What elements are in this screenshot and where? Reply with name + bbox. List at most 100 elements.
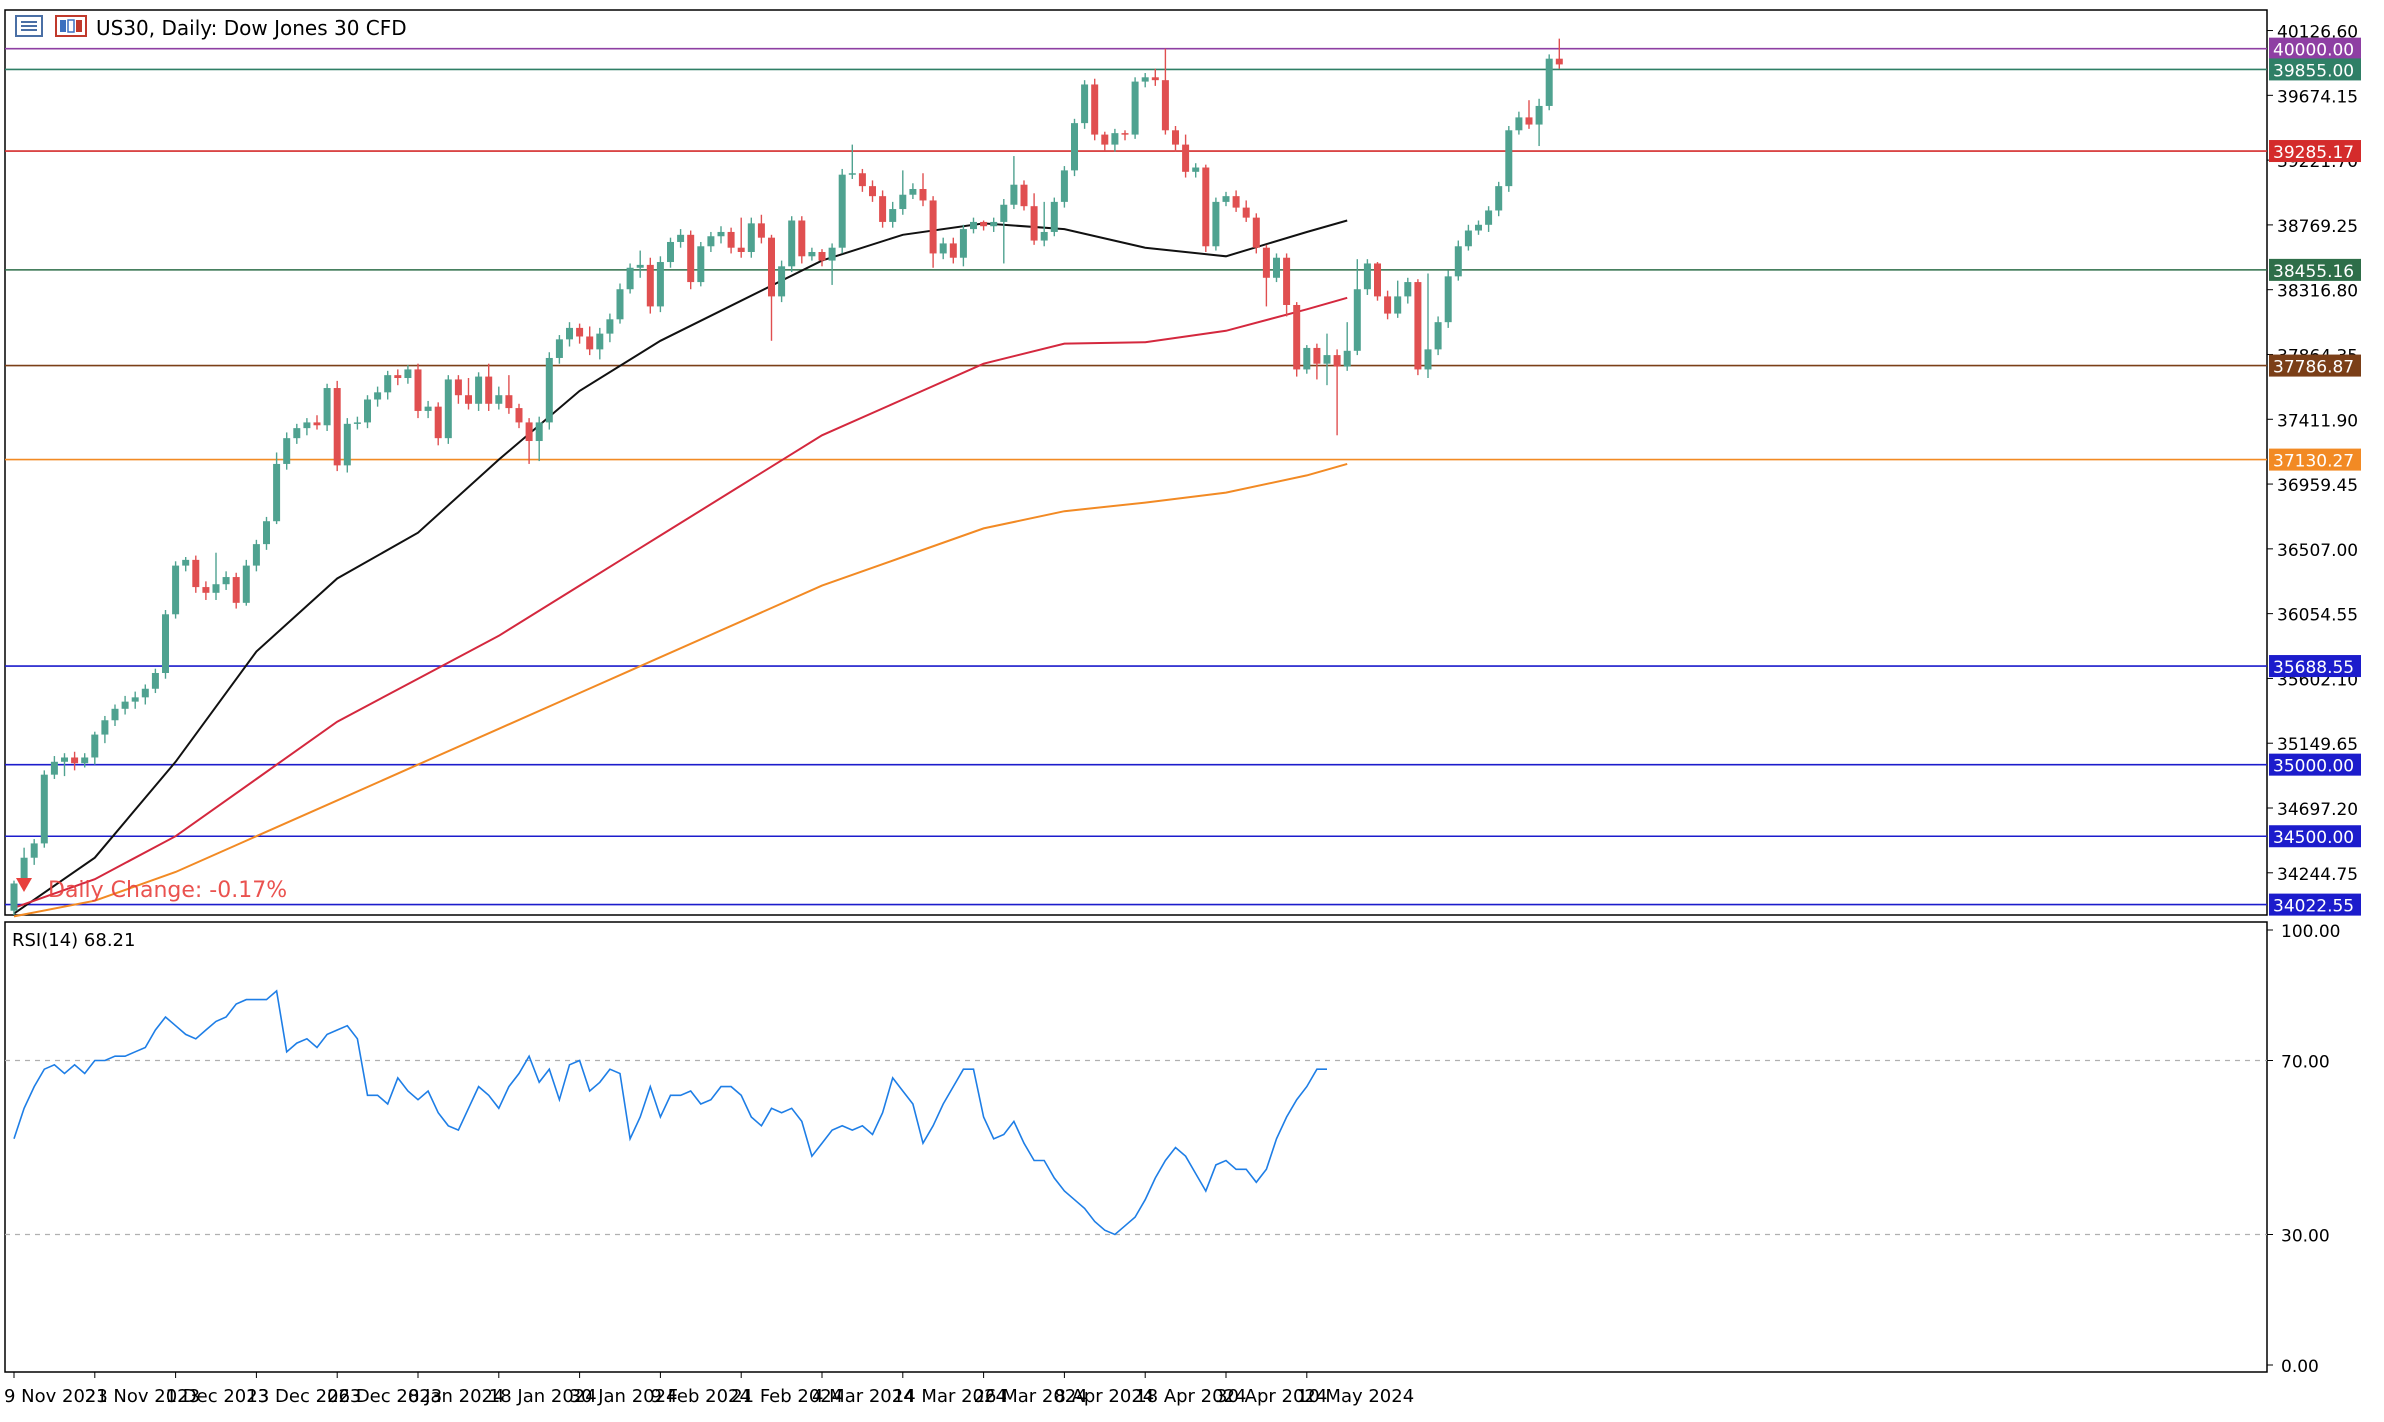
candle-body bbox=[1515, 117, 1523, 131]
level-label-bg-5 bbox=[2269, 448, 2361, 471]
candle-body bbox=[364, 399, 371, 423]
candle-body bbox=[162, 614, 169, 673]
candle bbox=[525, 418, 533, 464]
candle-body bbox=[303, 422, 311, 429]
candle-body bbox=[434, 406, 442, 439]
candle-body bbox=[1202, 167, 1210, 247]
candle-body bbox=[1151, 77, 1159, 81]
candle-body bbox=[273, 463, 281, 522]
candle-body bbox=[1505, 130, 1513, 187]
candle bbox=[959, 224, 967, 267]
level-label-0: 40000.00 bbox=[2273, 41, 2354, 61]
candle-body bbox=[293, 428, 301, 439]
price-tick-label-3: 38769.25 bbox=[2277, 217, 2358, 237]
candle bbox=[949, 237, 957, 264]
candle-body bbox=[1283, 257, 1291, 305]
candle-body bbox=[343, 423, 351, 466]
candle bbox=[1232, 190, 1240, 212]
candle bbox=[1101, 131, 1109, 151]
candle bbox=[1000, 199, 1008, 264]
candle-body bbox=[1323, 355, 1331, 364]
level-label-3: 38455.16 bbox=[2273, 262, 2354, 282]
candle-body bbox=[737, 247, 745, 253]
price-tick-label-11: 35149.65 bbox=[2277, 735, 2358, 755]
candle bbox=[1363, 259, 1371, 295]
candle bbox=[970, 217, 977, 234]
candle-body bbox=[677, 234, 685, 242]
candle bbox=[869, 180, 876, 202]
candle bbox=[717, 226, 725, 244]
candle-body bbox=[959, 229, 967, 258]
candle-body bbox=[1030, 206, 1038, 241]
candle bbox=[545, 352, 553, 430]
candle-body bbox=[81, 757, 89, 764]
candle-body bbox=[232, 577, 240, 603]
candle-body bbox=[1252, 217, 1260, 248]
candle bbox=[434, 402, 442, 446]
candle-body bbox=[990, 221, 998, 227]
candle bbox=[141, 684, 149, 705]
menu-icon[interactable] bbox=[15, 15, 43, 37]
symbol-icon[interactable] bbox=[55, 15, 87, 37]
candle bbox=[778, 260, 786, 303]
candle bbox=[151, 668, 159, 694]
candle bbox=[81, 753, 89, 768]
candle bbox=[1464, 224, 1472, 251]
candle-body bbox=[1000, 204, 1008, 222]
candle bbox=[1242, 200, 1250, 222]
level-label-bg-8 bbox=[2269, 825, 2361, 848]
moving-average-2 bbox=[13, 462, 1348, 918]
candle-body bbox=[465, 395, 472, 404]
level-label-5: 37130.27 bbox=[2273, 452, 2354, 472]
candle bbox=[444, 375, 452, 444]
candle bbox=[566, 322, 573, 347]
candle-body bbox=[424, 406, 432, 411]
candle bbox=[1323, 333, 1331, 386]
candle-body bbox=[263, 521, 270, 545]
candle-body bbox=[879, 196, 887, 222]
rsi-tick-label-2: 30.00 bbox=[2281, 1227, 2330, 1247]
candle-body bbox=[353, 422, 361, 424]
date-tick-label-6: 18 Jan 2024 bbox=[489, 1386, 597, 1407]
candle-body bbox=[899, 194, 907, 210]
price-panel[interactable]: 40126.6039674.1539221.7038769.2538316.80… bbox=[4, 9, 2361, 918]
price-tick-label-4: 38316.80 bbox=[2277, 282, 2358, 302]
candle bbox=[252, 539, 260, 572]
candle bbox=[71, 751, 79, 771]
candle-body bbox=[949, 243, 957, 258]
level-label-bg-7 bbox=[2269, 753, 2361, 776]
candle bbox=[687, 230, 695, 290]
candle-body bbox=[242, 565, 250, 603]
candle bbox=[1030, 193, 1038, 245]
level-label-9: 34022.55 bbox=[2273, 897, 2354, 917]
level-label-bg-0 bbox=[2269, 37, 2361, 60]
candle-body bbox=[1262, 247, 1270, 278]
candle bbox=[1283, 253, 1291, 317]
date-tick-label-11: 14 Mar 2024 bbox=[893, 1386, 1007, 1407]
candle bbox=[677, 229, 685, 248]
candle-body bbox=[525, 422, 533, 442]
date-tick-label-8: 9 Feb 2024 bbox=[650, 1386, 751, 1407]
candle-body bbox=[757, 223, 765, 238]
candle-body bbox=[545, 357, 553, 423]
candle-body bbox=[1071, 123, 1078, 171]
rsi-panel[interactable]: 100.00 70.00 30.00 0.00 RSI(14) 68.21 bbox=[4, 921, 2340, 1377]
rsi-tick-label-3: 0.00 bbox=[2281, 1357, 2319, 1377]
candle bbox=[353, 416, 361, 430]
candle bbox=[91, 731, 99, 765]
candle-body bbox=[858, 173, 866, 187]
candle-body bbox=[1495, 186, 1503, 211]
candlesticks bbox=[10, 38, 1563, 915]
date-tick-label-9: 21 Feb 2024 bbox=[731, 1386, 843, 1407]
candle bbox=[838, 168, 846, 254]
candle-body bbox=[444, 379, 452, 439]
candle bbox=[667, 237, 674, 268]
candle bbox=[1192, 163, 1200, 178]
candle-body bbox=[717, 231, 725, 237]
date-tick-label-15: 30 Apr 2024 bbox=[1216, 1386, 1327, 1407]
candle-body bbox=[747, 223, 755, 253]
candle bbox=[293, 423, 301, 444]
candle-body bbox=[71, 757, 79, 764]
candle bbox=[1555, 38, 1563, 69]
